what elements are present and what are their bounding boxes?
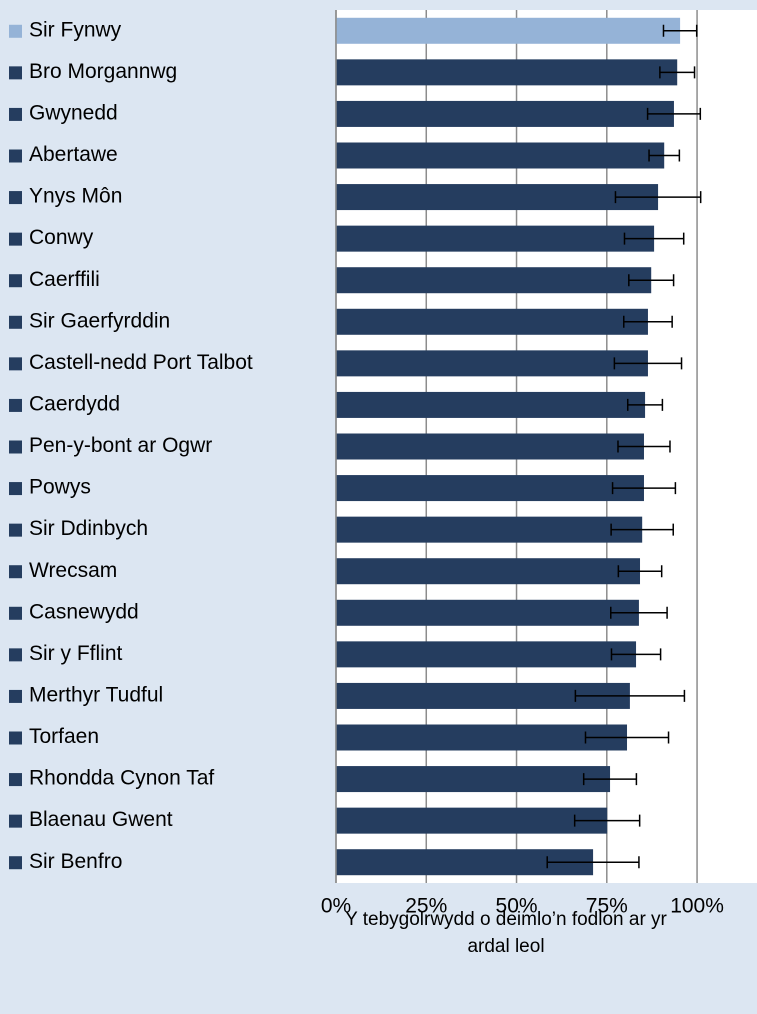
x-axis-title: Y tebygolrwydd o deimlo’n fodlon ar yr a…	[345, 909, 667, 957]
legend-swatch	[9, 648, 22, 662]
error-bar	[582, 773, 638, 786]
error-bar	[574, 689, 686, 702]
error-bar	[546, 856, 640, 869]
y-tick-label: Ynys Môn	[29, 185, 122, 208]
y-tick-label: Wrecsam	[29, 559, 117, 582]
legend-swatch	[9, 814, 22, 828]
y-tick-label: Torfaen	[29, 725, 99, 748]
x-tick-label: 75%	[586, 895, 628, 918]
legend-swatch	[9, 357, 22, 371]
y-tick-label: Sir Gaerfyrddin	[29, 309, 170, 332]
error-bar	[610, 523, 674, 536]
y-tick-label: Bro Morgannwg	[29, 60, 177, 83]
error-bar	[617, 440, 671, 453]
error-bar	[628, 274, 675, 287]
legend-swatch	[9, 315, 22, 329]
legend-swatch	[9, 565, 22, 579]
legend-swatch	[9, 731, 22, 745]
legend-swatch	[9, 66, 22, 80]
y-tick-label: Sir Fynwy	[29, 18, 122, 41]
y-tick-label: Castell-nedd Port Talbot	[29, 351, 253, 374]
bar	[336, 350, 648, 377]
y-tick-label: Conwy	[29, 226, 94, 249]
bar	[336, 475, 644, 502]
bar	[336, 308, 648, 335]
bar	[336, 142, 665, 169]
error-bar	[626, 398, 664, 411]
legend-swatch	[9, 773, 22, 787]
bar	[336, 558, 641, 585]
legend-swatch	[9, 274, 22, 288]
error-bar	[584, 731, 670, 744]
y-tick-label: Sir Benfro	[29, 850, 122, 873]
y-tick-label: Sir Ddinbych	[29, 517, 148, 540]
bar	[336, 267, 652, 294]
y-tick-label: Caerdydd	[29, 392, 120, 415]
y-tick-label: Casnewydd	[29, 600, 139, 623]
error-bar	[573, 814, 641, 827]
error-bar	[646, 107, 702, 120]
error-bar	[611, 482, 677, 495]
y-tick-label: Merthyr Tudful	[29, 683, 163, 706]
legend-swatch	[9, 440, 22, 454]
legend-swatch	[9, 149, 22, 163]
y-tick-label: Caerffili	[29, 268, 100, 291]
y-tick-label: Gwynedd	[29, 101, 118, 124]
bar	[336, 641, 637, 668]
legend-swatch	[9, 482, 22, 496]
y-tick-label: Sir y Fflint	[29, 642, 123, 665]
y-tick-label: Rhondda Cynon Taf	[29, 767, 214, 790]
legend-swatch	[9, 232, 22, 246]
bar	[336, 59, 678, 86]
error-bar	[648, 149, 681, 162]
bar	[336, 766, 611, 793]
error-bar	[662, 24, 698, 37]
bar	[336, 100, 674, 127]
legend-swatch	[9, 107, 22, 121]
legend-swatch	[9, 856, 22, 870]
y-tick-label: Blaenau Gwent	[29, 808, 173, 831]
error-bar	[623, 315, 673, 328]
legend-swatch	[9, 523, 22, 537]
legend-swatch	[9, 24, 22, 38]
error-bar	[617, 565, 663, 578]
bar	[336, 17, 681, 44]
bar	[336, 225, 655, 252]
bar	[336, 599, 639, 626]
legend-swatch	[9, 606, 22, 620]
y-tick-label: Abertawe	[29, 143, 118, 166]
error-bar	[659, 66, 696, 79]
bar	[336, 184, 659, 211]
error-bar	[614, 191, 702, 204]
error-bar	[610, 606, 668, 619]
legend-swatch	[9, 689, 22, 703]
x-tick-label: 100%	[670, 895, 724, 918]
bar	[336, 516, 643, 543]
bar	[336, 433, 644, 460]
bar	[336, 724, 628, 751]
bar	[336, 391, 646, 418]
legend-swatch	[9, 398, 22, 412]
x-tick-label: 50%	[496, 895, 538, 918]
error-bar	[610, 648, 662, 661]
bar	[336, 807, 608, 834]
x-tick-label: 25%	[405, 895, 447, 918]
error-bar	[613, 357, 683, 370]
y-tick-label: Pen-y-bont ar Ogwr	[29, 434, 212, 457]
y-tick-label: Powys	[29, 476, 91, 499]
legend-swatch	[9, 191, 22, 205]
x-tick-label: 0%	[321, 895, 351, 918]
error-bar	[623, 232, 685, 245]
